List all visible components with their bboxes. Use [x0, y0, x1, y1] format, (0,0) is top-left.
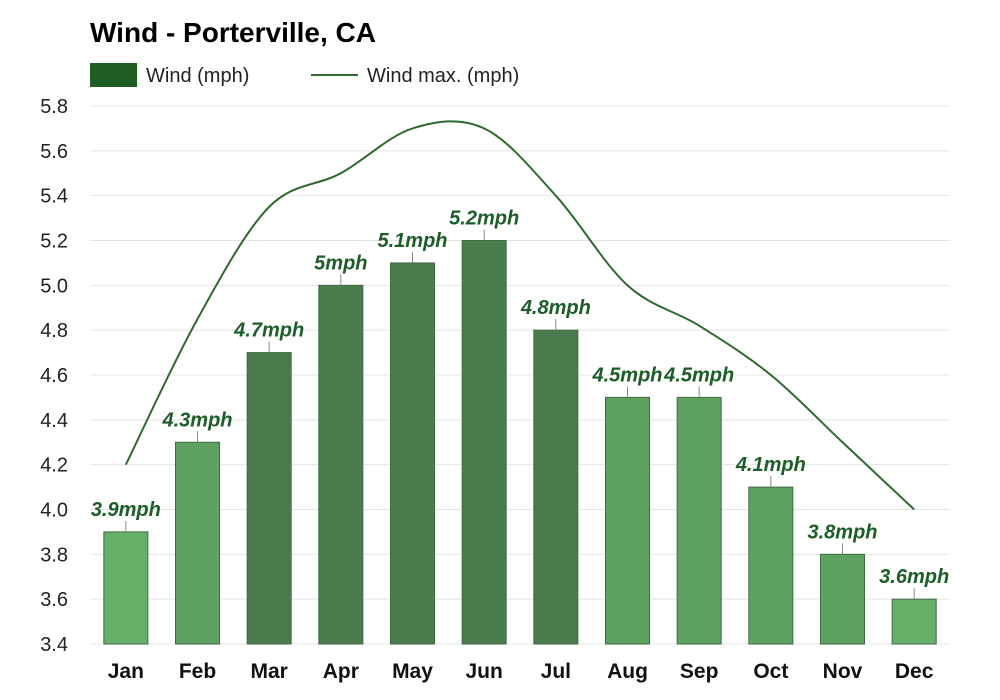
y-tick-label: 3.4	[40, 634, 68, 656]
data-label-mar: 4.7mph	[233, 320, 304, 342]
legend-label-wind: Wind (mph)	[146, 65, 249, 87]
y-tick-label: 5.8	[40, 96, 68, 118]
wind-max-line	[124, 120, 915, 511]
bar-mar	[246, 352, 292, 645]
bar-jul	[533, 329, 579, 645]
bar-aug	[605, 396, 650, 645]
bar-feb	[175, 441, 220, 645]
bar-may	[390, 262, 435, 645]
x-tick-label: Aug	[607, 660, 648, 683]
max-wind-line	[124, 120, 915, 511]
y-tick-label: 4.4	[40, 410, 68, 432]
data-label-dec: 3.6mph	[879, 566, 949, 588]
bar-jun	[461, 240, 507, 645]
y-tick-label: 4.0	[40, 500, 68, 522]
legend: Wind (mph) Wind max. (mph)	[90, 63, 519, 87]
data-label-jun: 5.2mph	[449, 208, 519, 230]
y-tick-label: 4.8	[40, 320, 68, 342]
data-label-aug: 4.5mph	[591, 364, 662, 386]
data-label-jan: 3.9mph	[91, 499, 161, 521]
y-axis-ticks: 3.4 3.6 3.8 4.0 4.2 4.4 4.6 4.8 5.0 5.2 5.4 5.6 5.8	[40, 96, 68, 656]
y-tick-label: 4.6	[40, 365, 68, 387]
x-tick-label: Jun	[465, 660, 502, 683]
x-tick-label: Jan	[108, 660, 144, 683]
legend-label-wind-max: Wind max. (mph)	[367, 65, 519, 87]
data-label-may: 5.1mph	[377, 230, 447, 252]
y-tick-label: 5.6	[40, 141, 68, 163]
bar-oct	[748, 486, 794, 645]
x-axis-ticks: Jan Feb Mar Apr May Jun Jul Aug Sep Oct Nov Dec	[108, 660, 934, 683]
bar-apr	[318, 284, 364, 645]
x-tick-label: Feb	[179, 660, 216, 683]
x-tick-label: Oct	[753, 660, 788, 683]
x-tick-label: Jul	[541, 660, 571, 683]
data-label-jul: 4.8mph	[520, 297, 591, 319]
data-label-nov: 3.8mph	[807, 521, 877, 543]
bars	[103, 229, 937, 645]
data-label-feb: 4.3mph	[161, 409, 232, 431]
data-label-apr: 5mph	[314, 252, 367, 274]
x-tick-label: Apr	[323, 660, 359, 683]
legend-swatch-wind	[90, 63, 137, 87]
grid-lines	[90, 105, 950, 645]
y-tick-label: 3.6	[40, 589, 68, 611]
y-tick-label: 5.4	[40, 186, 68, 208]
y-tick-label: 5.2	[40, 231, 68, 253]
bar-sep	[676, 396, 722, 645]
x-tick-label: Mar	[250, 660, 287, 683]
y-tick-label: 5.0	[40, 275, 68, 297]
x-tick-label: May	[392, 660, 433, 683]
bar-jan	[103, 531, 149, 645]
chart-title: Wind - Porterville, CA	[90, 17, 376, 48]
bar-nov	[820, 553, 865, 645]
x-tick-label: Nov	[823, 660, 863, 683]
data-label-oct: 4.1mph	[735, 454, 806, 476]
bar-dec	[891, 598, 937, 645]
data-label-sep: 4.5mph	[663, 364, 734, 386]
x-tick-label: Dec	[895, 660, 934, 683]
y-tick-label: 3.8	[40, 544, 68, 566]
x-tick-label: Sep	[680, 660, 719, 683]
y-tick-label: 4.2	[40, 455, 68, 477]
